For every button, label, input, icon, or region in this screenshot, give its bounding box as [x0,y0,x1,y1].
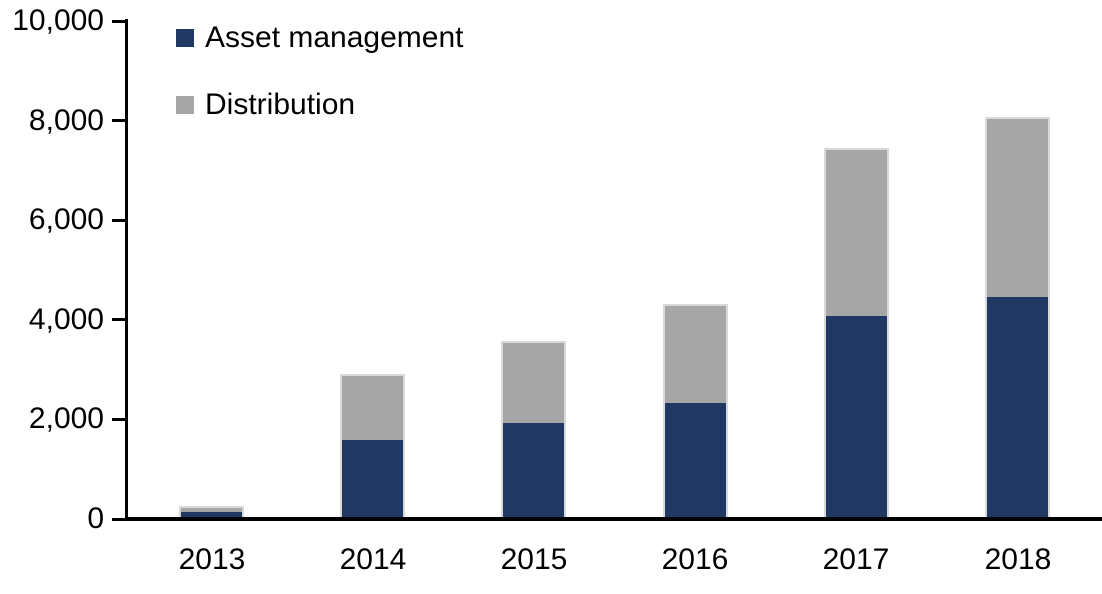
x-axis-label: 2014 [339,543,407,576]
bar-2016 [663,304,728,517]
bar-segment-2017-distribution [826,150,887,317]
x-axis-label: 2016 [661,543,729,576]
bar-2013 [179,505,244,517]
legend-item-distribution: Distribution [176,87,355,123]
bar-segment-2014-distribution [342,375,403,441]
y-axis-line [125,19,128,521]
x-axis-label: 2015 [500,543,568,576]
legend-label-distribution: Distribution [205,88,356,121]
x-axis-line [125,517,1102,521]
y-axis-tick-label: 0 [87,502,104,535]
y-axis-tick [112,517,125,521]
y-axis-tick [112,218,125,222]
bar-segment-2018-distribution [987,119,1048,298]
y-axis-tick-label: 8,000 [28,103,104,137]
y-axis-tick-label: 4,000 [28,302,104,336]
y-axis-tick [112,19,125,23]
x-axis-label: 2018 [984,543,1052,576]
bar-2017 [824,148,889,517]
x-axis-label: 2013 [178,543,246,576]
bar-segment-2015-distribution [503,343,564,424]
y-axis-tick-label: 6,000 [28,203,104,237]
bar-2018 [985,117,1050,517]
y-axis-tick-label: 2,000 [28,402,104,436]
y-axis-tick-label: 10,000 [12,4,104,37]
bar-segment-2013-asset-management [181,512,242,517]
bar-segment-2013-distribution [181,507,242,512]
asset-management-swatch-icon [176,29,194,47]
y-axis-tick [112,119,125,123]
y-axis-tick [112,417,125,421]
distribution-swatch-icon [176,96,194,114]
bar-2015 [501,341,566,517]
bar-segment-2018-asset-management [987,297,1048,517]
legend: Asset management Distribution [176,0,596,140]
x-axis-label: 2017 [822,543,890,576]
legend-label-asset-management: Asset management [205,21,464,54]
bar-segment-2016-distribution [665,306,726,403]
bar-2014 [340,373,405,517]
bar-segment-2015-asset-management [503,423,564,517]
legend-item-asset-management: Asset management [176,20,463,56]
y-axis-tick [112,318,125,322]
bar-segment-2016-asset-management [665,402,726,517]
bar-segment-2017-asset-management [826,316,887,517]
bar-segment-2014-asset-management [342,440,403,517]
